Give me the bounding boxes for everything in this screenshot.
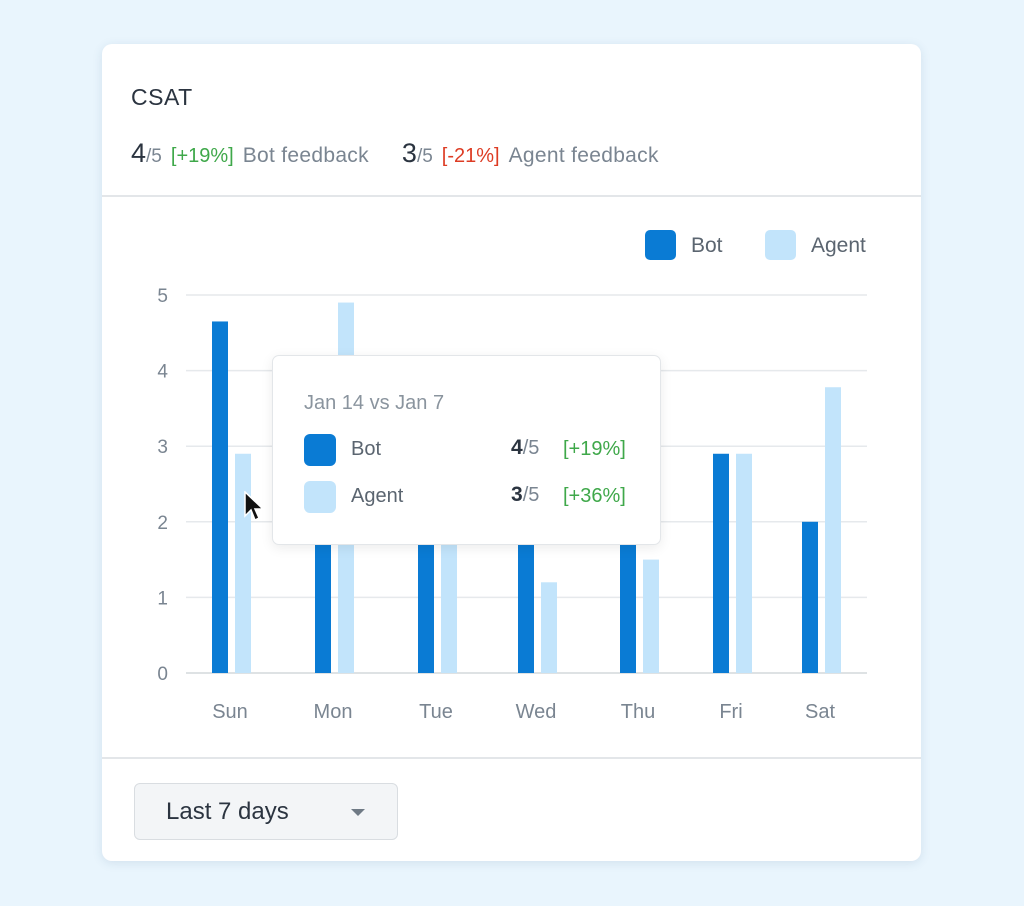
tooltip-bot-delta: [+19%] — [563, 438, 626, 460]
bar-bot-fri — [713, 453, 729, 673]
bar-agent-wed — [541, 582, 557, 673]
chart-tooltip: Jan 14 vs Jan 7 Bot 4/5 [+19%] Agent 3/5… — [272, 355, 661, 545]
bar-chart: 0 1 2 3 4 5 Sun Mon Tue Wed Thu Fri Sat Bot Agent — [157, 230, 867, 723]
tooltip-row-bot: Bot 4/5 [+19%] — [304, 434, 634, 466]
caret-down-icon — [351, 809, 365, 816]
bar-bot-thu — [620, 521, 636, 673]
tooltip-agent-delta: [+36%] — [563, 485, 626, 507]
bar-agent-tue — [441, 521, 457, 673]
chart-area: 0 1 2 3 4 5 Sun Mon Tue Wed Thu Fri Sat Bot Agent — [102, 44, 921, 861]
y-tick-label: 5 — [157, 286, 168, 307]
tooltip-agent-score: 3 — [511, 483, 523, 506]
mouse-pointer-icon — [244, 491, 265, 522]
tooltip-row-agent: Agent 3/5 [+36%] — [304, 481, 634, 513]
y-tick-label: 3 — [157, 437, 168, 458]
bar-bot-tue — [418, 521, 434, 673]
bar-agent-sun — [235, 453, 251, 673]
x-tick-label: Fri — [719, 701, 742, 723]
date-range-label: Last 7 days — [166, 798, 289, 825]
x-tick-label: Sun — [212, 701, 248, 723]
bar-agent-sat — [825, 387, 841, 673]
bot-score-denominator: /5 — [146, 146, 162, 167]
header-divider — [102, 195, 921, 197]
tooltip-agent-name: Agent — [351, 485, 404, 507]
csat-summary: 4 /5 [+19%] Bot feedback 3 /5 [-21%] Age… — [131, 138, 659, 169]
card-title: CSAT — [131, 84, 193, 110]
y-tick-label: 4 — [157, 362, 168, 383]
tooltip-bot-denominator: /5 — [522, 437, 540, 459]
tooltip-bot-swatch — [304, 434, 336, 466]
x-tick-label: Sat — [805, 701, 835, 723]
agent-feedback-label: Agent feedback — [508, 144, 659, 167]
x-tick-label: Thu — [621, 701, 655, 723]
bot-delta: [+19%] — [170, 145, 234, 167]
bar-agent-thu — [643, 559, 659, 673]
bar-bot-sun — [212, 321, 228, 673]
date-range-dropdown[interactable]: Last 7 days — [134, 783, 398, 840]
x-tick-label: Mon — [314, 701, 353, 723]
bar-bot-sat — [802, 521, 818, 673]
tooltip-bot-name: Bot — [351, 438, 382, 460]
tooltip-agent-value: 3/5 — [511, 483, 539, 507]
bot-score: 4 — [131, 138, 147, 168]
legend-swatch-agent — [765, 230, 796, 260]
x-tick-label: Wed — [516, 701, 557, 723]
tooltip-agent-swatch — [304, 481, 336, 513]
agent-score: 3 — [401, 138, 417, 168]
legend-swatch-bot — [645, 230, 676, 260]
card-header: CSAT 4 /5 [+19%] Bot feedback 3 /5 [-21%… — [102, 44, 921, 196]
tooltip-date: Jan 14 vs Jan 7 — [304, 392, 445, 414]
x-tick-label: Tue — [419, 701, 453, 723]
y-tick-label: 0 — [157, 664, 168, 685]
csat-card: CSAT 4 /5 [+19%] Bot feedback 3 /5 [-21%… — [102, 44, 921, 861]
agent-score-denominator: /5 — [416, 146, 433, 167]
bar-bot-mon — [315, 521, 331, 673]
footer-divider — [102, 757, 921, 759]
y-tick-label: 2 — [157, 513, 168, 534]
tooltip-bot-value: 4/5 — [511, 436, 539, 460]
bot-feedback-label: Bot feedback — [242, 144, 369, 167]
bar-bot-wed — [518, 521, 534, 673]
bar-agent-fri — [736, 453, 752, 673]
tooltip-bot-score: 4 — [511, 436, 523, 459]
tooltip-agent-denominator: /5 — [522, 484, 540, 506]
y-tick-label: 1 — [157, 588, 168, 609]
legend-label-bot: Bot — [691, 234, 723, 257]
agent-delta: [-21%] — [441, 145, 500, 167]
legend-label-agent: Agent — [811, 234, 866, 257]
